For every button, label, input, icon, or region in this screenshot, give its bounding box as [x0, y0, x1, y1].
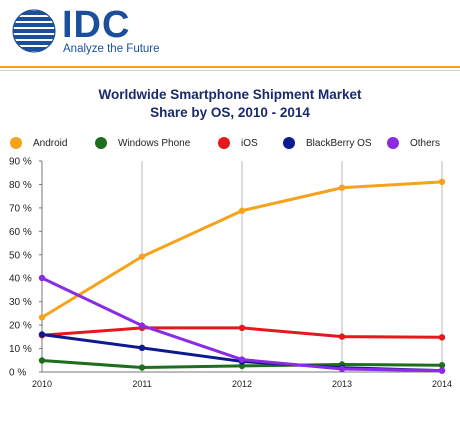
legend-label-blackberry-os: BlackBerry OS: [306, 137, 372, 149]
data-point-2-4: [438, 334, 446, 341]
header: IDC Analyze the Future: [0, 0, 460, 71]
data-point-3-1: [138, 344, 146, 352]
data-point-1-0: [38, 357, 46, 364]
legend-marker-blackberry-os: [283, 137, 295, 149]
data-point-4-0: [38, 274, 46, 282]
chart-area: Worldwide Smartphone Shipment Market Sha…: [0, 74, 460, 426]
legend-marker-ios: [218, 137, 230, 149]
x-tick-label: 2011: [132, 379, 151, 389]
legend-item-android: Android: [10, 132, 67, 154]
legend-item-windows-phone: Windows Phone: [95, 132, 190, 154]
data-point-1-2: [238, 362, 246, 370]
data-point-0-4: [438, 178, 446, 186]
data-point-4-4: [438, 367, 446, 374]
legend-marker-others: [387, 137, 399, 149]
data-point-0-3: [338, 184, 346, 191]
legend-label-windows-phone: Windows Phone: [118, 137, 191, 149]
data-point-2-2: [238, 324, 246, 332]
data-point-4-2: [238, 356, 246, 363]
y-tick-label: 50 %: [9, 250, 32, 261]
chart-legend: Android Windows Phone iOS BlackBerry OS …: [0, 132, 460, 154]
chart-title: Worldwide Smartphone Shipment Market: [98, 87, 362, 102]
y-tick-label: 80 %: [9, 180, 32, 191]
header-divider-thin: [0, 70, 460, 71]
logo-tagline: Analyze the Future: [63, 43, 160, 55]
line-chart: 0 % 10 % 20 % 30 % 40 % 50 % 60 % 70 % 80 % 90 % 2…: [9, 157, 452, 390]
legend-label-ios: iOS: [241, 137, 258, 149]
data-point-4-1: [138, 322, 146, 329]
chart-subtitle: Share by OS, 2010 - 2014: [150, 105, 310, 120]
data-point-1-4: [438, 362, 446, 369]
x-tick-label: 2010: [32, 379, 52, 389]
data-point-3-0: [38, 331, 46, 338]
legend-label-others: Others: [410, 137, 441, 149]
y-tick-label: 40 %: [9, 274, 32, 285]
legend-item-blackberry-os: BlackBerry OS: [283, 132, 372, 154]
legend-marker-windows-phone: [95, 137, 107, 149]
data-point-0-1: [138, 253, 146, 260]
y-tick-label: 30 %: [9, 297, 32, 308]
logo-text: IDC: [62, 4, 131, 46]
legend-item-others: Others: [387, 132, 440, 154]
x-tick-label: 2013: [332, 379, 352, 389]
legend-marker-android: [10, 137, 22, 149]
legend-label-android: Android: [33, 137, 68, 149]
header-divider: [0, 66, 460, 68]
data-point-4-3: [338, 365, 346, 373]
y-tick-label: 0 %: [9, 368, 26, 379]
globe-logo-icon: [12, 9, 56, 53]
data-point-2-3: [338, 333, 346, 340]
x-tick-label: 2012: [232, 379, 252, 389]
y-tick-label: 70 %: [9, 203, 32, 214]
y-tick-label: 60 %: [9, 227, 32, 238]
legend-item-ios: iOS: [218, 132, 258, 154]
y-tick-label: 90 %: [9, 157, 32, 168]
x-tick-label: 2014: [432, 379, 452, 389]
y-tick-label: 10 %: [9, 344, 32, 355]
data-point-1-1: [138, 364, 146, 371]
data-point-0-0: [38, 314, 46, 321]
y-tick-label: 20 %: [9, 321, 32, 332]
data-point-0-2: [238, 207, 246, 214]
